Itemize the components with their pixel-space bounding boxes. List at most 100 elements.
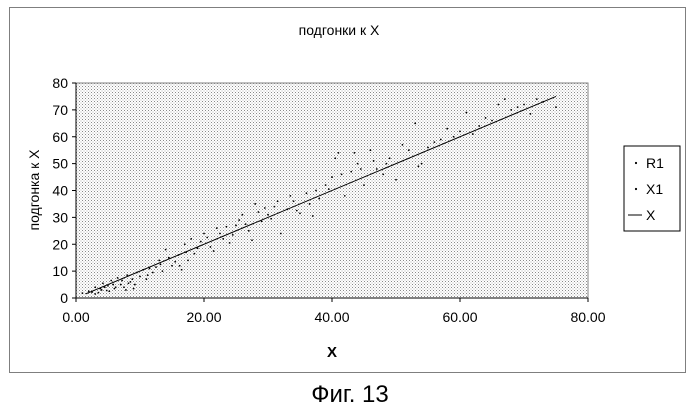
y-tick-label: 10 [52,263,68,279]
data-point-x1 [251,239,253,241]
data-point-r1 [530,113,532,115]
legend-label-r1: R1 [646,155,664,171]
data-point-x1 [373,160,375,162]
data-point-r1 [376,168,378,170]
data-point-r1 [123,286,125,288]
data-point-x1 [296,210,298,212]
data-point-r1 [440,139,442,141]
data-point-r1 [254,203,256,205]
y-tick-label: 0 [60,290,68,306]
data-point-x1 [194,253,196,255]
x-tick-label: 20.00 [186,309,221,325]
data-point-x1 [115,286,117,288]
data-point-x1 [386,163,388,165]
data-point-r1 [152,272,154,274]
data-point-r1 [130,281,132,283]
x-axis: 0.0020.0040.0060.0080.00 [62,298,605,325]
figure-caption: Фиг. 13 [0,381,700,409]
data-point-x1 [112,284,114,286]
data-point-r1 [267,214,269,216]
data-point-x1 [418,165,420,167]
data-point-x1 [453,136,455,138]
legend-marker-x1 [635,188,637,190]
data-point-r1 [280,233,282,235]
data-point-x1 [94,293,96,295]
data-point-r1 [504,98,506,100]
data-point-x1 [213,250,215,252]
data-point-x1 [200,241,202,243]
data-point-r1 [491,120,493,122]
data-point-r1 [370,149,372,151]
data-point-r1 [139,276,141,278]
data-point-x1 [360,168,362,170]
data-point-x1 [131,278,133,280]
data-point-r1 [446,128,448,130]
y-tick-label: 30 [52,209,68,225]
data-point-r1 [158,259,160,261]
data-point-r1 [312,215,314,217]
data-point-x1 [121,280,123,282]
data-point-r1 [382,173,384,175]
x-tick-label: 0.00 [62,309,89,325]
data-point-r1 [299,212,301,214]
data-point-x1 [402,144,404,146]
y-tick-label: 40 [52,183,68,199]
data-point-r1 [242,214,244,216]
data-point-x1 [315,190,317,192]
data-point-x1 [472,133,474,135]
data-point-r1 [162,270,164,272]
data-point-r1 [165,249,167,251]
data-point-x1 [160,264,162,266]
scatter-chart: подгонки к X 01020304050607080 0.0020.00… [10,8,687,374]
data-point-x1 [270,218,272,220]
data-point-x1 [258,211,260,213]
data-point-r1 [344,195,346,197]
data-point-r1 [120,284,122,286]
x-axis-title: X [327,344,337,361]
data-point-r1 [171,265,173,267]
data-point-r1 [357,163,359,165]
legend-label-x: X [646,207,656,223]
data-point-r1 [114,288,116,290]
data-point-x1 [264,207,266,209]
data-point-r1 [210,246,212,248]
data-point-r1 [187,259,189,261]
data-point-x1 [536,98,538,100]
legend-label-x1: X1 [646,181,663,197]
legend: R1 X1 X [624,146,680,231]
data-point-r1 [325,184,327,186]
chart-title: подгонки к X [299,22,380,38]
data-point-r1 [106,290,108,292]
data-point-x1 [485,117,487,119]
data-point-r1 [306,192,308,194]
data-point-r1 [331,176,333,178]
chart-area: подгонки к X 01020304050607080 0.0020.00… [9,7,686,373]
data-point-r1 [229,242,231,244]
data-point-r1 [478,125,480,127]
data-point-x1 [290,195,292,197]
data-point-r1 [408,149,410,151]
data-point-r1 [350,171,352,173]
data-point-r1 [98,292,100,294]
data-point-x1 [179,265,181,267]
x-tick-label: 60.00 [442,309,477,325]
data-point-r1 [110,280,112,282]
data-point-x1 [232,234,234,236]
data-point-r1 [421,163,423,165]
data-point-x1 [219,233,221,235]
data-point-r1 [395,179,397,181]
data-point-r1 [318,198,320,200]
y-tick-label: 60 [52,129,68,145]
data-point-r1 [427,147,429,149]
y-axis: 01020304050607080 [52,75,76,306]
data-point-x1 [309,203,311,205]
data-point-x1 [174,261,176,263]
data-point-r1 [363,184,365,186]
data-point-r1 [94,286,96,288]
data-point-r1 [102,282,104,284]
data-point-x1 [155,266,157,268]
x-tick-label: 80.00 [570,309,605,325]
data-point-r1 [517,106,519,108]
data-point-x1 [277,200,279,202]
data-point-x1 [125,289,127,291]
